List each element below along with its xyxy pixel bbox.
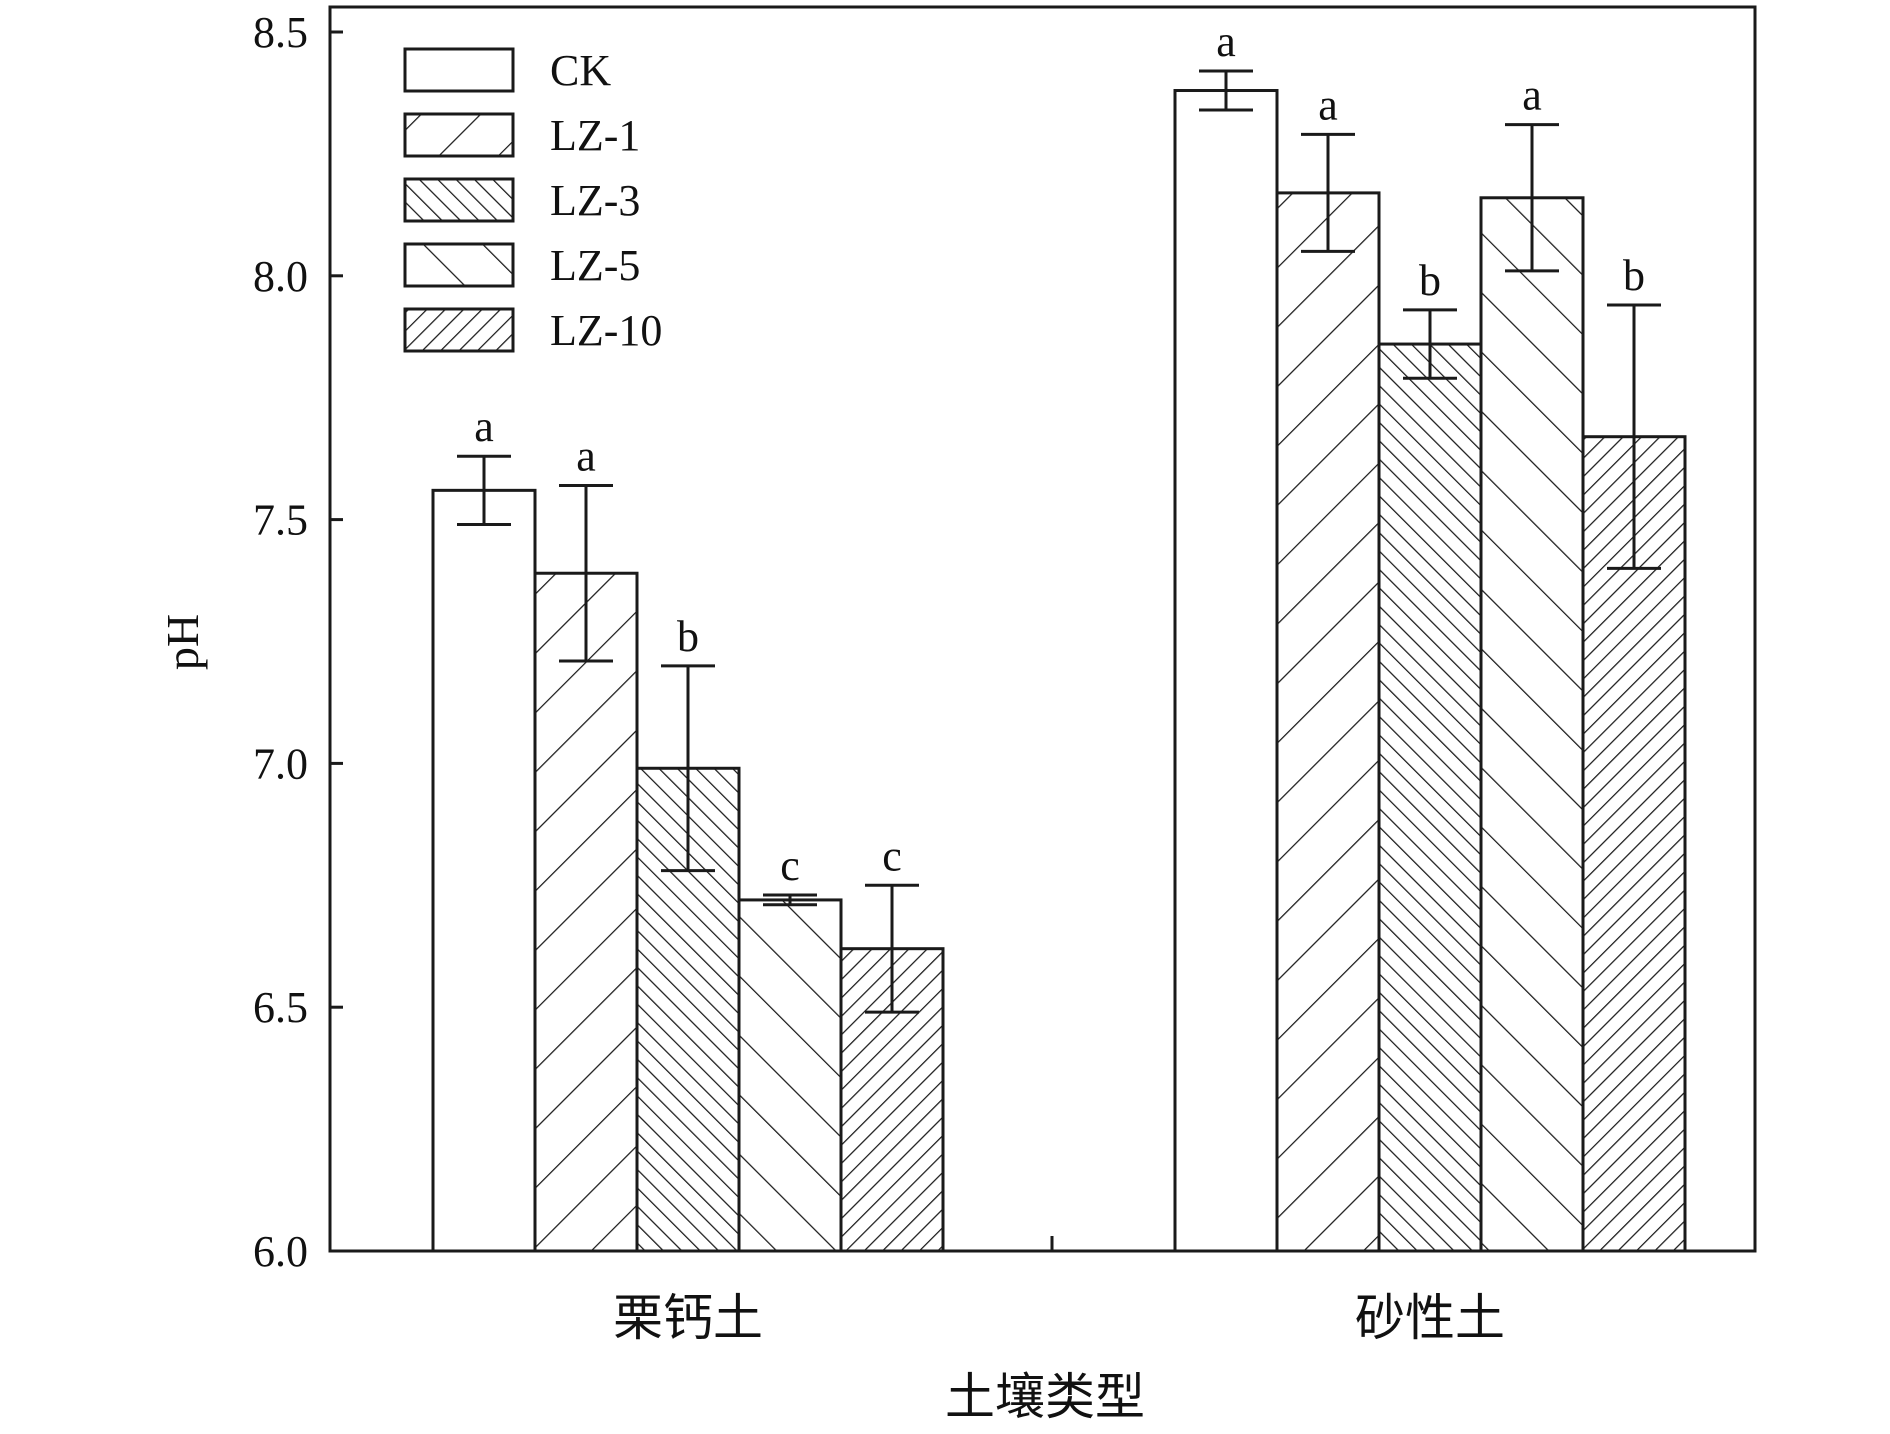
legend-swatch xyxy=(403,47,515,93)
y-tick-label: 8.5 xyxy=(253,8,308,57)
bar xyxy=(737,898,843,1253)
legend-label: LZ-5 xyxy=(550,241,640,290)
legend-swatch xyxy=(403,177,515,223)
significance-letter: a xyxy=(576,431,596,480)
bars-layer xyxy=(431,89,1687,1253)
significance-letter: a xyxy=(1318,80,1338,129)
bar xyxy=(1377,342,1483,1253)
x-category-label: 栗钙土 xyxy=(613,1290,763,1346)
legend-swatch xyxy=(403,307,515,353)
y-tick-label: 6.0 xyxy=(253,1227,308,1276)
significance-letters-layer: a a b c c a a b a b xyxy=(474,17,1645,890)
y-tick-label: 7.5 xyxy=(253,496,308,545)
y-axis-label: pH xyxy=(157,614,208,670)
bar xyxy=(1479,196,1585,1253)
bar xyxy=(1275,191,1381,1253)
significance-letter: a xyxy=(1522,71,1542,120)
legend-label: LZ-3 xyxy=(550,176,640,225)
significance-letter: c xyxy=(882,831,902,880)
legend-label: LZ-1 xyxy=(550,111,640,160)
legend-swatch xyxy=(403,242,515,288)
legend: CK LZ-1 LZ-3 LZ-5 LZ-10 xyxy=(403,46,662,355)
bar xyxy=(533,571,639,1253)
x-axis-label: 土壤类型 xyxy=(945,1369,1145,1425)
x-category-label: 砂性土 xyxy=(1355,1290,1505,1346)
y-tick-label: 7.0 xyxy=(253,739,308,788)
legend-label: LZ-10 xyxy=(550,306,662,355)
x-axis: 栗钙土 砂性土 xyxy=(613,1236,1505,1346)
significance-letter: b xyxy=(1419,256,1441,305)
legend-swatch xyxy=(403,112,515,158)
legend-label: CK xyxy=(550,46,611,95)
significance-letter: b xyxy=(1623,251,1645,300)
significance-letter: a xyxy=(1216,17,1236,66)
error-bars-layer xyxy=(457,69,1661,1014)
bar xyxy=(431,488,537,1253)
significance-letter: b xyxy=(677,612,699,661)
bar xyxy=(1173,89,1279,1253)
plot-frame xyxy=(328,5,1757,1253)
y-tick-label: 8.0 xyxy=(253,252,308,301)
significance-letter: c xyxy=(780,841,800,890)
y-tick-label: 6.5 xyxy=(253,983,308,1032)
bar xyxy=(1581,435,1687,1253)
significance-letter: a xyxy=(474,402,494,451)
y-axis: 6.0 6.5 7.0 7.5 8.0 8.5 xyxy=(253,8,343,1276)
